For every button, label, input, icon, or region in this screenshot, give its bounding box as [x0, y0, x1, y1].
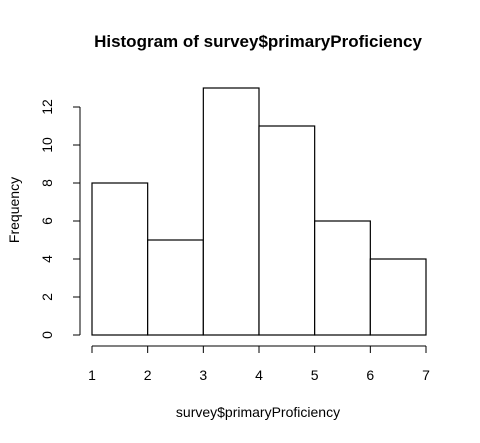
y-axis: 0 2 4 6 8 10 12 — [39, 99, 81, 339]
y-tick-label-2: 2 — [39, 293, 55, 301]
x-axis-label: survey$primaryProficiency — [176, 404, 340, 420]
chart-title: Histogram of survey$primaryProficiency — [94, 32, 422, 51]
y-tick-label-8: 8 — [39, 179, 55, 187]
y-axis-label: Frequency — [6, 177, 22, 243]
x-tick-label-1: 1 — [88, 367, 96, 383]
x-tick-label-2: 2 — [144, 367, 152, 383]
x-tick-label-6: 6 — [366, 367, 374, 383]
x-axis: 1 2 3 4 5 6 7 — [88, 345, 430, 383]
y-tick-label-4: 4 — [39, 255, 55, 263]
bars-group — [91, 87, 427, 336]
histogram-bar-3-4 — [202, 87, 260, 336]
x-tick-label-7: 7 — [422, 367, 430, 383]
x-tick-label-5: 5 — [311, 367, 319, 383]
y-tick-label-0: 0 — [39, 331, 55, 339]
histogram-bar-4-5 — [258, 125, 316, 336]
histogram-bar-1-2 — [91, 182, 149, 336]
x-tick-label-4: 4 — [255, 367, 263, 383]
y-tick-label-6: 6 — [39, 217, 55, 225]
y-tick-label-12: 12 — [39, 99, 55, 115]
x-tick-label-3: 3 — [199, 367, 207, 383]
y-tick-label-10: 10 — [39, 137, 55, 153]
histogram-bar-6-7 — [369, 258, 427, 336]
histogram-bar-2-3 — [147, 239, 204, 336]
histogram-bar-5-6 — [314, 220, 371, 336]
